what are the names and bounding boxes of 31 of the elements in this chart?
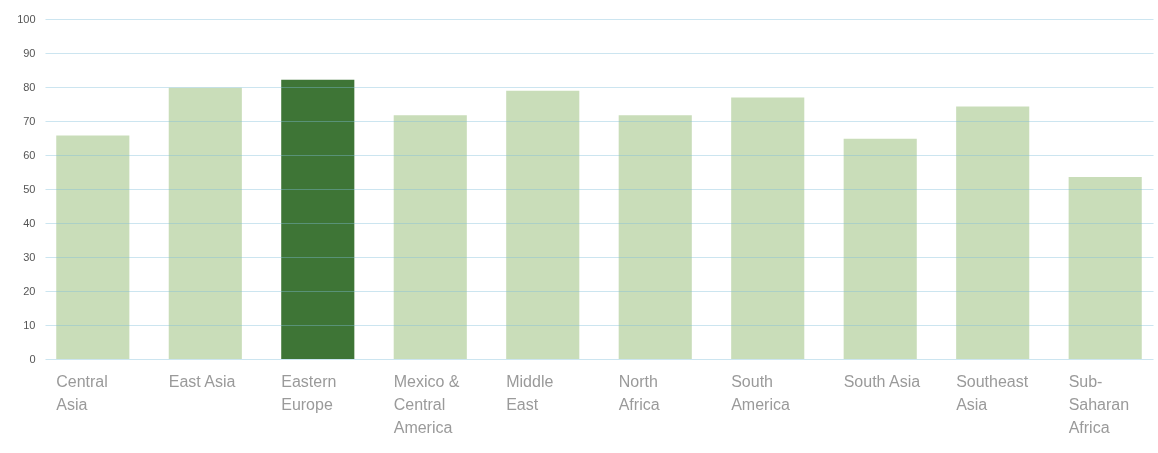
x-tick-label: South America bbox=[731, 372, 790, 413]
x-tick-label: South Asia bbox=[843, 372, 921, 390]
bar bbox=[56, 135, 130, 359]
bar bbox=[506, 90, 580, 359]
x-tick-label: Mexico & Central America bbox=[393, 372, 460, 436]
bar bbox=[281, 79, 355, 359]
bar bbox=[618, 115, 692, 359]
x-tick-label: Central Asia bbox=[56, 372, 108, 413]
y-tick-label: 20 bbox=[23, 284, 36, 297]
y-tick-label: 90 bbox=[23, 46, 36, 59]
y-tick-label: 0 bbox=[29, 352, 36, 365]
bar bbox=[843, 138, 917, 359]
x-tick-label: Southeast Asia bbox=[956, 372, 1029, 413]
bar bbox=[1068, 177, 1142, 359]
y-tick-label: 80 bbox=[23, 80, 36, 93]
bar bbox=[393, 115, 467, 359]
y-tick-label: 50 bbox=[23, 182, 36, 195]
x-tick-label: Middle East bbox=[506, 372, 554, 413]
y-tick-label: 30 bbox=[23, 250, 36, 263]
bar bbox=[168, 87, 242, 359]
y-tick-label: 100 bbox=[17, 12, 36, 25]
y-tick-label: 60 bbox=[23, 148, 36, 161]
y-tick-label: 10 bbox=[23, 318, 36, 331]
bar bbox=[731, 97, 805, 359]
x-tick-label: Eastern Europe bbox=[281, 372, 337, 413]
x-tick-label: Sub-Saharan Africa bbox=[1068, 372, 1130, 436]
y-tick-label: 40 bbox=[23, 216, 36, 229]
x-tick-label: East Asia bbox=[168, 372, 236, 390]
y-tick-label: 70 bbox=[23, 114, 36, 127]
bar bbox=[956, 106, 1030, 359]
x-tick-label: North Africa bbox=[618, 372, 660, 413]
